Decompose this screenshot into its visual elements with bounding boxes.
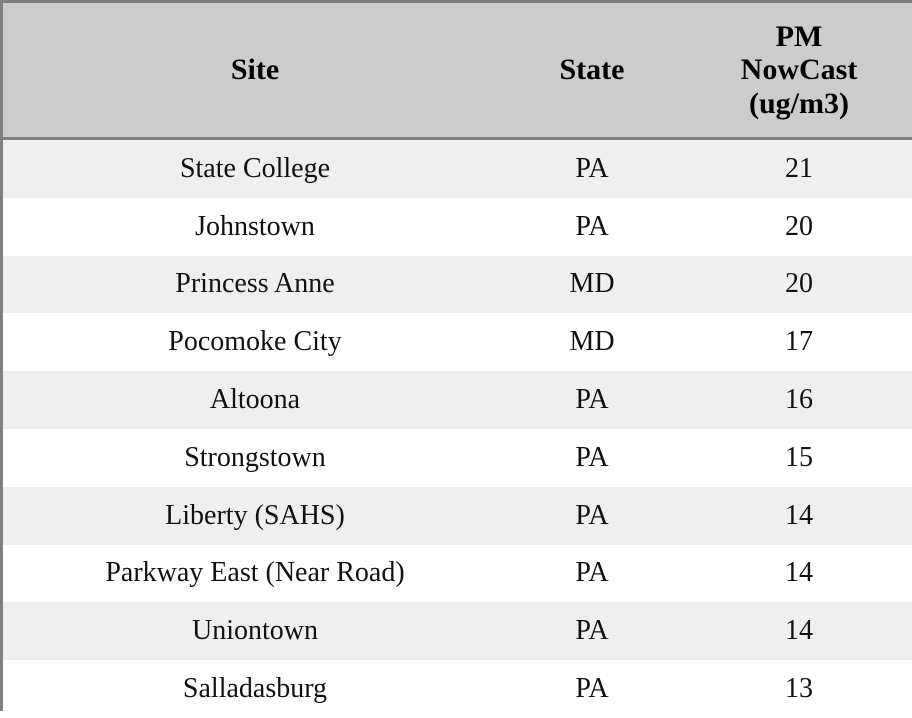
cell-state: PA: [575, 152, 609, 184]
table-row: State College PA 21: [3, 138, 912, 198]
cell-state: PA: [575, 673, 609, 705]
table-header: Site State PM NowCast (ug/m3): [3, 3, 912, 140]
table-header-row: Site State PM NowCast (ug/m3): [3, 3, 912, 140]
table-row: Parkway East (Near Road) PA 14: [3, 544, 912, 603]
table-row: Princess Anne MD 20: [3, 255, 912, 314]
table-row: Strongstown PA 15: [3, 428, 912, 487]
table-body: State College PA 21 Johnstown PA 20 Prin…: [3, 138, 912, 718]
cell-site: Pocomoke City: [168, 326, 342, 358]
column-header-pm-nowcast-line2: NowCast: [740, 53, 858, 87]
cell-pm-nowcast: 16: [785, 384, 813, 416]
cell-pm-nowcast: 14: [785, 499, 813, 531]
cell-pm-nowcast: 14: [785, 615, 813, 647]
cell-state: PA: [575, 557, 609, 589]
cell-site: Salladasburg: [182, 673, 328, 705]
cell-site: Princess Anne: [175, 268, 335, 300]
column-header-pm-nowcast: PM NowCast (ug/m3): [677, 3, 912, 140]
column-header-state-label: State: [559, 53, 625, 87]
table-row: Altoona PA 16: [3, 371, 912, 429]
cell-state: PA: [575, 441, 609, 473]
cell-state: PA: [575, 499, 609, 531]
cell-site: Johnstown: [195, 210, 315, 242]
cell-pm-nowcast: 17: [785, 326, 813, 358]
table-row: Salladasburg PA 13: [3, 660, 912, 718]
column-header-pm-nowcast-line1: PM: [775, 19, 823, 53]
cell-state: MD: [569, 268, 615, 300]
table-row: Johnstown PA 20: [3, 197, 912, 256]
cell-state: MD: [569, 326, 615, 358]
column-header-site-label: Site: [230, 53, 280, 87]
cell-pm-nowcast: 20: [785, 210, 813, 242]
cell-site: Parkway East (Near Road): [105, 557, 405, 589]
cell-state: PA: [575, 210, 609, 242]
cell-site: Altoona: [209, 384, 301, 416]
pm-nowcast-table: Site State PM NowCast (ug/m3) State Coll…: [3, 3, 912, 718]
cell-site: Strongstown: [184, 441, 326, 473]
cell-site: Liberty (SAHS): [165, 499, 345, 531]
table-row: Uniontown PA 14: [3, 602, 912, 661]
column-header-state: State: [507, 3, 677, 140]
cell-pm-nowcast: 13: [785, 673, 813, 705]
table-row: Pocomoke City MD 17: [3, 313, 912, 372]
cell-pm-nowcast: 14: [785, 557, 813, 589]
cell-pm-nowcast: 20: [785, 268, 813, 300]
cell-pm-nowcast: 15: [785, 441, 813, 473]
table-row: Liberty (SAHS) PA 14: [3, 486, 912, 545]
column-header-pm-nowcast-line3: (ug/m3): [749, 86, 849, 120]
cell-site: State College: [179, 152, 331, 184]
cell-site: Uniontown: [192, 615, 318, 647]
cell-state: PA: [575, 384, 609, 416]
cell-pm-nowcast: 21: [785, 152, 813, 184]
column-header-site: Site: [3, 3, 507, 140]
cell-state: PA: [575, 615, 609, 647]
